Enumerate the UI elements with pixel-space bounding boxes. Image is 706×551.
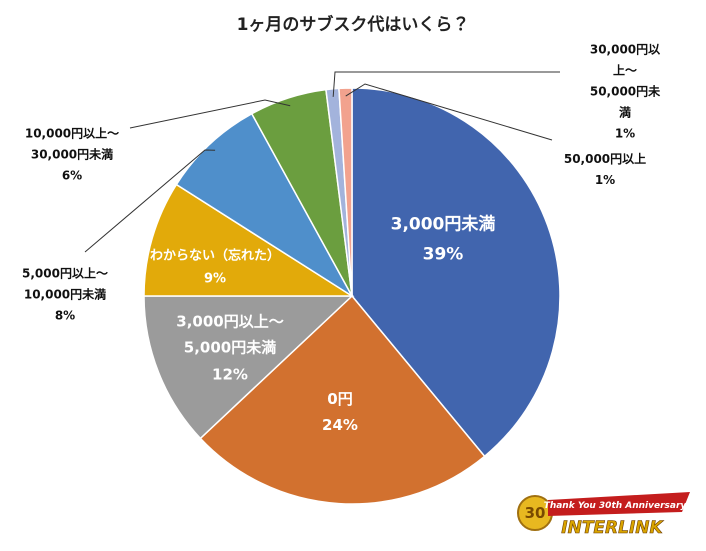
pie-slice (351, 87, 561, 458)
pie-slice (143, 295, 354, 440)
value-label: 39% (422, 244, 464, 264)
value-label: 1% (614, 126, 636, 141)
category-label: わからない（忘れた） (149, 248, 281, 264)
logo-banner-text: Thank You 30th Anniversary (544, 501, 688, 511)
pie (143, 87, 561, 505)
chart-title: 1ヶ月のサブスク代はいくら？ (236, 15, 470, 35)
slice-label: 5,000円以上～ 10,000円未満 8% (22, 264, 108, 327)
slice-label: わからない（忘れた） 9% (150, 245, 280, 291)
leader-line (332, 71, 560, 97)
logo: 30 Thank You 30th Anniversary INTERLINK (517, 492, 690, 538)
slice-label: 3,000円以上～ 5,000円未満 12% (176, 309, 283, 388)
value-label: 9% (203, 271, 227, 286)
pie-slice (143, 183, 355, 297)
leader-line (129, 99, 291, 129)
leader-line (84, 149, 216, 253)
category-label: 3,000円以上～ 5,000円未満 (176, 312, 284, 357)
slice-label: 10,000円以上～ 30,000円未満 6% (25, 124, 119, 187)
category-label: 0円 (327, 389, 353, 408)
slice-label: 3,000円未満 39% (391, 210, 496, 270)
leader-line (345, 83, 553, 141)
category-label: 30,000円以上～ 50,000円未満 (589, 42, 661, 120)
category-label: 50,000円以上 (563, 152, 647, 166)
pie-slice (338, 87, 353, 297)
category-label: 5,000円以上～ 10,000円未満 (22, 266, 108, 302)
logo-banner (548, 492, 690, 516)
leader-lines (84, 71, 560, 253)
value-label: 6% (61, 168, 83, 183)
logo-brand: INTERLINK (561, 518, 664, 538)
logo-badge-text: 30 (525, 504, 546, 522)
pie-slice (175, 112, 353, 297)
slice-label: 50,000円以上 1% (564, 149, 646, 191)
value-label: 12% (212, 365, 248, 384)
category-label: 3,000円未満 (390, 214, 496, 235)
slice-label: 0円 24% (322, 386, 358, 439)
value-label: 8% (54, 308, 76, 323)
pie-slice (199, 294, 486, 505)
slice-label: 30,000円以上～ 50,000円未満 1% (585, 40, 666, 145)
category-label: 10,000円以上～ 30,000円未満 (24, 126, 120, 162)
value-label: 24% (322, 416, 358, 434)
value-label: 1% (594, 173, 616, 187)
